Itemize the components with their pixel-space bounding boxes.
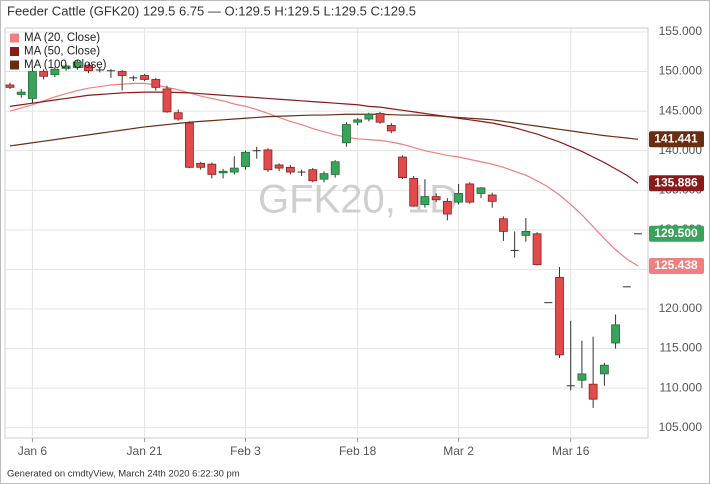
- candle-body: [140, 75, 149, 80]
- price-tag-label: 141.441: [654, 131, 698, 145]
- candle-body: [229, 167, 239, 173]
- y-tick-label: 145.000: [659, 103, 703, 117]
- candle-body: [129, 77, 138, 79]
- candle-body: [95, 69, 104, 71]
- candle-body: [117, 71, 127, 76]
- candle-body: [5, 84, 15, 88]
- candle-body: [218, 170, 228, 174]
- y-tick-label: 115.000: [660, 341, 703, 355]
- candle-body: [28, 71, 37, 99]
- candle-body: [297, 171, 306, 173]
- candle-body: [185, 122, 194, 168]
- candle-body: [353, 119, 363, 123]
- moving-average-line: [9, 91, 639, 184]
- price-tag: [649, 257, 704, 274]
- plot-area: [4, 27, 649, 439]
- candle-body: [611, 324, 620, 344]
- candle-body: [398, 156, 407, 178]
- candle-body: [431, 196, 441, 201]
- candle-body: [173, 112, 183, 120]
- x-tick-label: Jan 21: [127, 444, 163, 458]
- y-tick-label: 105.000: [659, 420, 703, 434]
- candle-body: [465, 183, 475, 203]
- candle-body: [555, 276, 564, 356]
- legend-label: MA (100, Close): [24, 59, 107, 71]
- candle-body: [16, 91, 26, 95]
- candle-body: [577, 373, 587, 381]
- legend-swatch: [10, 33, 19, 43]
- candle-body: [454, 193, 463, 203]
- candle-body: [386, 124, 396, 132]
- candle-body: [308, 169, 318, 182]
- price-tag: [649, 175, 704, 192]
- candle-body: [342, 124, 351, 144]
- price-tag: [649, 225, 704, 242]
- candle-body: [588, 383, 598, 400]
- candle-body: [476, 187, 486, 194]
- candle-body: [39, 71, 49, 77]
- candle-body: [420, 196, 430, 205]
- candle-body: [510, 249, 519, 251]
- x-tick-label: Mar 2: [443, 444, 474, 458]
- candle-body: [207, 163, 217, 175]
- candle-body: [106, 70, 115, 72]
- legend-label: MA (50, Close): [24, 46, 100, 58]
- candle-body: [263, 149, 273, 171]
- candle-body: [544, 302, 553, 304]
- candle-body: [532, 233, 542, 266]
- candle-body: [499, 218, 508, 232]
- y-tick-label: 120.000: [659, 301, 703, 315]
- candle-body: [375, 113, 385, 123]
- price-tag-label: 129.500: [654, 226, 698, 240]
- candle-body: [599, 364, 609, 375]
- x-tick-label: Feb 18: [339, 444, 377, 458]
- chart-title: Feeder Cattle (GFK20) 129.5 6.75 — O:129…: [7, 3, 416, 18]
- x-tick-label: Feb 3: [230, 444, 261, 458]
- candle-body: [285, 166, 295, 173]
- candle-body: [487, 194, 497, 202]
- price-tag-label: 125.438: [654, 258, 698, 272]
- candle-body: [409, 177, 419, 207]
- footer: Generated on cmdtyView, March 24th 2020 …: [7, 469, 240, 480]
- candle-body: [566, 385, 575, 387]
- candle-body: [196, 162, 206, 168]
- legend-swatch: [10, 60, 19, 70]
- moving-average-line: [9, 82, 639, 267]
- candle-body: [319, 173, 329, 180]
- candle-body: [84, 64, 93, 72]
- candle-body: [442, 200, 452, 215]
- candle-body: [521, 231, 531, 236]
- candle-body: [50, 68, 60, 76]
- candle-body: [241, 151, 250, 167]
- price-tag: [649, 131, 704, 148]
- legend-label: MA (20, Close): [24, 32, 100, 44]
- candle-body: [330, 161, 340, 175]
- candle-body: [162, 88, 172, 113]
- x-tick-label: Mar 16: [552, 444, 590, 458]
- candle-body: [622, 286, 631, 288]
- candle-body: [252, 150, 261, 152]
- price-tag-label: 135.886: [654, 175, 698, 189]
- y-tick-label: 150.000: [659, 64, 703, 78]
- candle-body: [151, 79, 161, 88]
- candle-body: [72, 61, 82, 68]
- y-tick-label: 110.000: [660, 380, 703, 394]
- candle-body: [364, 113, 374, 120]
- moving-average-line: [9, 113, 639, 147]
- legend-swatch: [10, 47, 19, 56]
- y-tick-label: 155.000: [659, 24, 703, 38]
- candle-body: [274, 164, 284, 169]
- candle-body: [61, 65, 71, 69]
- x-tick-label: Jan 6: [18, 444, 48, 458]
- candle-body: [634, 233, 642, 235]
